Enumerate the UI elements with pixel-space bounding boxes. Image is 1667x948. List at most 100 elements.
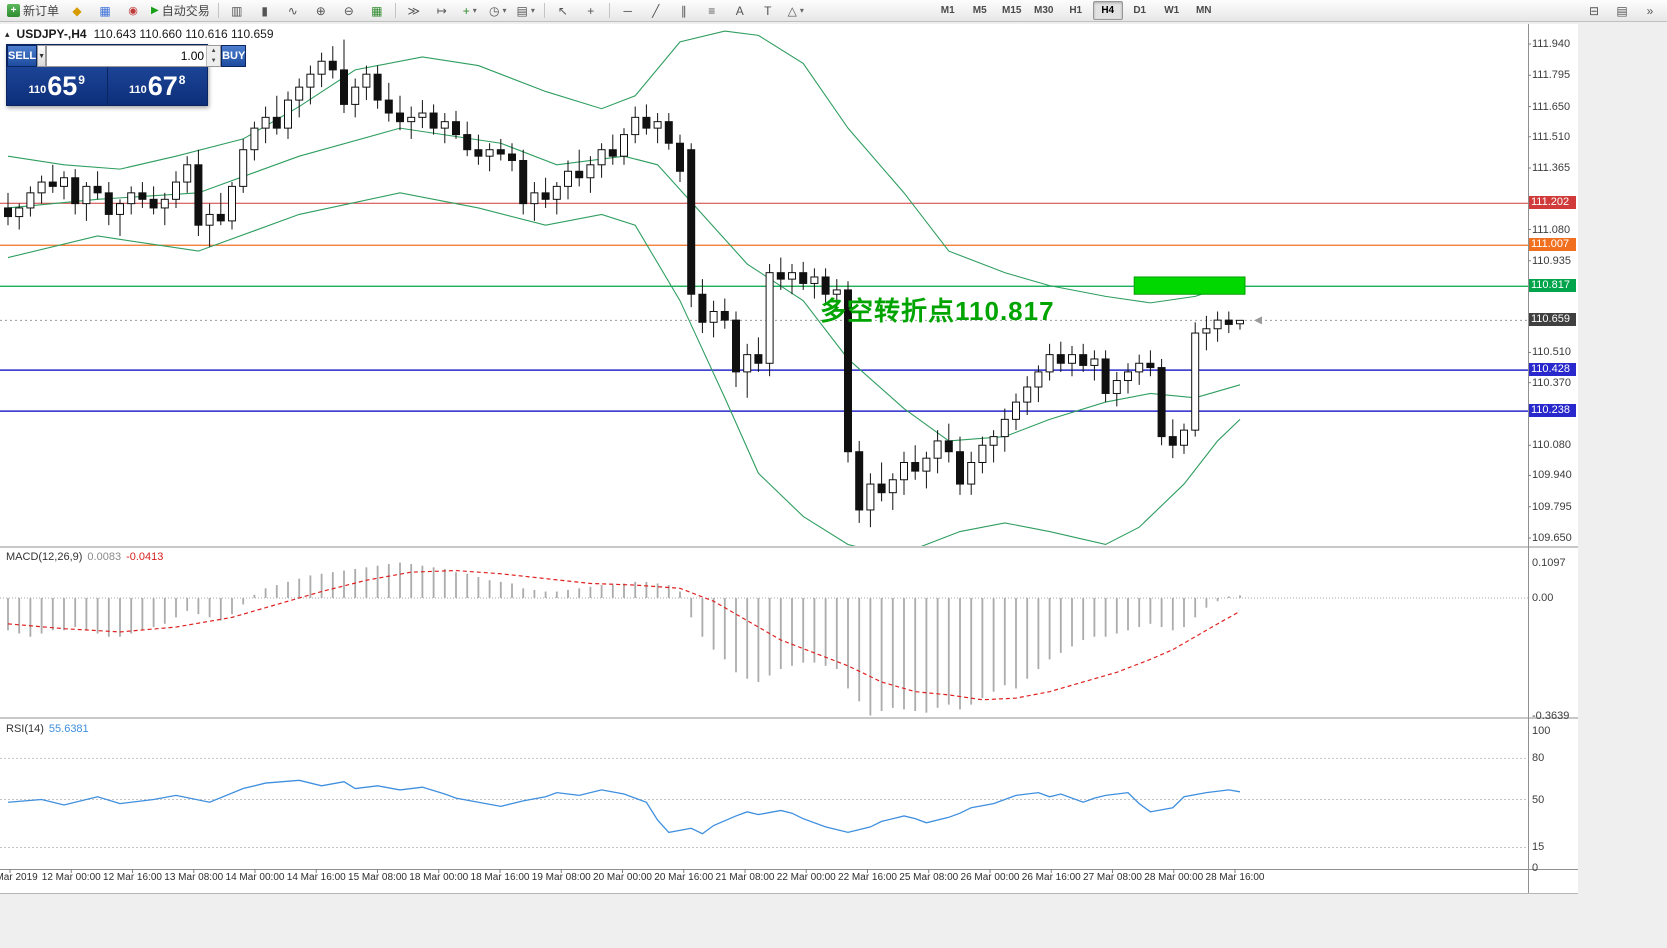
buy-price-sup: 8	[178, 73, 186, 87]
chevron-down-icon: ▾	[799, 6, 804, 15]
line-chart-button[interactable]: ∿	[280, 1, 306, 21]
bollinger-lower-band	[7, 192, 1241, 546]
macd-value: 0.0083	[87, 551, 122, 563]
crosshair-button[interactable]: +	[578, 1, 604, 21]
volume-decrement-button[interactable]: ▼	[207, 56, 221, 66]
chevron-down-icon: ▾	[472, 6, 477, 15]
buy-price[interactable]: 110 67 8	[107, 67, 207, 105]
crosshair-icon: +	[587, 3, 595, 18]
horizontal-line-tool-button[interactable]: ─	[615, 1, 641, 21]
chevron-down-icon: ▾	[502, 6, 507, 15]
auto-scroll-button[interactable]: ≫	[401, 1, 427, 21]
macd-signal-line	[7, 569, 1241, 701]
text-tool-button[interactable]: A	[727, 1, 753, 21]
candlestick-chart-button[interactable]: ▮	[252, 1, 278, 21]
shapes-icon: △	[787, 3, 797, 18]
sell-button-label: SELL	[8, 50, 37, 62]
rsi-label: RSI(14) 55.6381	[6, 723, 89, 735]
timeframe-m15[interactable]: M15	[1002, 5, 1022, 16]
market-watch-button[interactable]: ▦	[92, 1, 118, 21]
zoom-out-button[interactable]: ⊖	[336, 1, 362, 21]
buy-button-label: BUY	[222, 50, 246, 62]
channel-icon: ∥	[680, 3, 687, 18]
panel-divider	[0, 546, 1578, 548]
chart-symbol-title: USDJPY-,H4	[17, 27, 87, 41]
sell-price-base: 110	[28, 84, 47, 96]
cursor-icon: ↖	[557, 3, 568, 18]
new-order-label: 新订单	[23, 4, 60, 18]
market-watch-icon: ▦	[99, 3, 111, 18]
trendline-icon: ╱	[652, 3, 660, 18]
timeframe-h4[interactable]: H4	[1092, 1, 1123, 20]
indicators-icon: +	[462, 3, 470, 18]
indicators-button[interactable]: + ▾	[457, 1, 483, 21]
trade-options-dropdown[interactable]: ▼	[37, 45, 47, 67]
chart-shift-button[interactable]: ↦	[429, 1, 455, 21]
timeframe-mn[interactable]: MN	[1195, 5, 1212, 16]
zoom-in-button[interactable]: ⊕	[308, 1, 334, 21]
bar-chart-button[interactable]: ▥	[224, 1, 250, 21]
print-preview-button[interactable]: ▤	[1609, 1, 1635, 21]
print-button[interactable]: ⊟	[1581, 1, 1607, 21]
templates-button[interactable]: ▤ ▾	[513, 1, 539, 21]
timeframe-w1[interactable]: W1	[1164, 5, 1180, 16]
templates-icon: ▤	[516, 3, 528, 18]
rsi-name: RSI(14)	[6, 723, 44, 735]
label-tool-button[interactable]: T	[755, 1, 781, 21]
volume-field: ▲ ▼	[46, 45, 222, 67]
chart-header: ▴ USDJPY-,H4 110.643 110.660 110.616 110…	[5, 27, 274, 41]
trendline-tool-button[interactable]: ╱	[643, 1, 669, 21]
chart-symbol: USDJPY-,H4	[16, 27, 87, 41]
autotrading-label: 自动交易	[161, 4, 210, 18]
fibonacci-tool-button[interactable]: ≡	[699, 1, 725, 21]
timeframe-m5[interactable]: M5	[972, 5, 987, 16]
volume-increment-button[interactable]: ▲	[207, 46, 221, 56]
periods-button[interactable]: ◷ ▾	[485, 1, 511, 21]
last-price-marker	[1254, 316, 1262, 325]
macd-label: MACD(12,26,9) 0.0083 -0.0413	[6, 551, 163, 563]
zoom-out-icon: ⊖	[343, 3, 354, 18]
shapes-tool-button[interactable]: △ ▾	[783, 1, 809, 21]
tile-windows-button[interactable]: ▦	[364, 1, 390, 21]
panel-divider	[0, 717, 1578, 719]
timeframe-h1[interactable]: H1	[1069, 5, 1083, 16]
chart-ohlc: 110.643 110.660 110.616 110.659	[93, 27, 274, 41]
profiles-button[interactable]: ◆	[64, 1, 90, 21]
macd-name: MACD(12,26,9)	[6, 551, 83, 563]
sell-button[interactable]: SELL	[7, 45, 38, 67]
candlestick-chart-icon: ▮	[261, 3, 269, 18]
timeframe-d1[interactable]: D1	[1133, 5, 1147, 16]
toolbar-overflow-button[interactable]: »	[1637, 1, 1663, 21]
toolbar-separator	[394, 3, 396, 18]
macd-signal-value: -0.0413	[126, 551, 164, 563]
one-click-toggle-icon[interactable]: ▴	[5, 28, 10, 39]
sell-price-big: 65	[47, 71, 78, 101]
macd-histogram	[7, 562, 1241, 716]
sell-price-sup: 9	[78, 73, 85, 87]
rsi-line	[7, 779, 1241, 835]
sell-price[interactable]: 110 65 9	[7, 67, 107, 105]
toolbar: + 新订单 ◆ ▦ ◉ ▶ 自动交易 ▥ ▮ ∿ ⊕ ⊖ ▦ ≫ ↦ + ▾ ◷ ▾…	[0, 0, 1667, 22]
cursor-button[interactable]: ↖	[550, 1, 576, 21]
timeframe-m30[interactable]: M30	[1034, 5, 1054, 16]
new-order-button[interactable]: + 新订单	[4, 1, 62, 21]
main-pane	[0, 30, 1528, 546]
toolbar-separator	[217, 3, 219, 18]
alerts-button[interactable]: ◉	[120, 1, 146, 21]
buy-button[interactable]: BUY	[221, 45, 247, 67]
autotrading-button[interactable]: ▶ 自动交易	[148, 1, 213, 21]
text-icon: A	[735, 3, 744, 18]
channel-tool-button[interactable]: ∥	[671, 1, 697, 21]
printer-icon: ⊟	[1588, 3, 1600, 18]
tile-windows-icon: ▦	[371, 3, 383, 18]
toolbar-overflow-icon: »	[1646, 3, 1654, 18]
chart-shift-icon: ↦	[436, 3, 447, 18]
periods-icon: ◷	[488, 3, 500, 18]
toolbar-separator	[543, 3, 545, 18]
horizontal-line-icon: ─	[623, 3, 632, 18]
chevron-down-icon: ▾	[530, 6, 535, 15]
volume-stepper: ▲ ▼	[206, 46, 221, 66]
timeframe-m1[interactable]: M1	[940, 5, 955, 16]
volume-input[interactable]	[47, 46, 207, 66]
